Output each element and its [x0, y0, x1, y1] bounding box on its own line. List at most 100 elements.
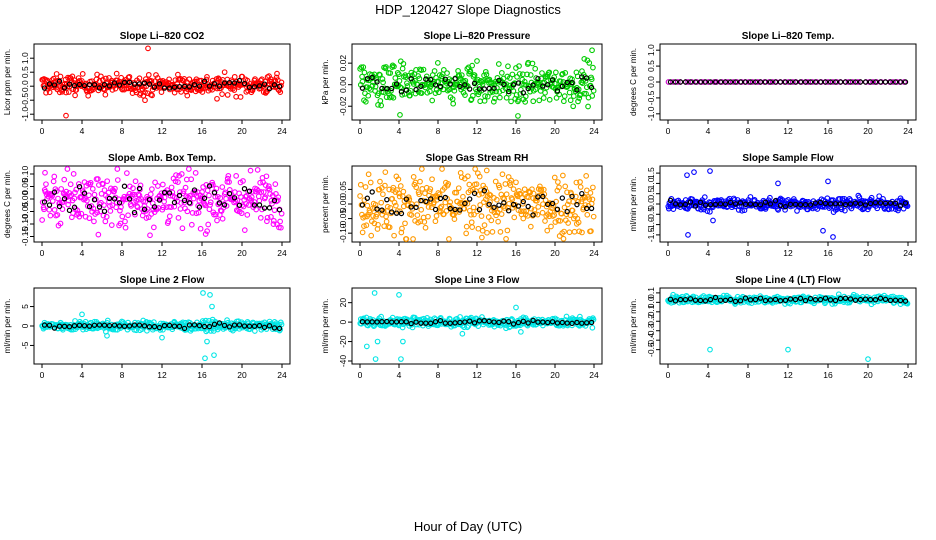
data-point	[498, 211, 505, 218]
data-point	[530, 190, 537, 197]
mean-point	[583, 75, 590, 81]
data-point	[834, 79, 840, 85]
data-point	[434, 60, 441, 66]
mean-point	[857, 201, 864, 207]
data-point	[102, 218, 109, 225]
mean-point	[251, 202, 258, 208]
mean-point	[727, 296, 734, 303]
mean-point	[722, 79, 729, 85]
mean-point	[56, 323, 63, 329]
mean-point	[186, 84, 193, 90]
data-point	[404, 80, 410, 86]
mean-point	[71, 82, 78, 89]
mean-point	[86, 203, 93, 210]
data-point	[149, 92, 155, 99]
mean-point	[261, 324, 268, 331]
mean-point	[146, 196, 153, 203]
data-point	[766, 79, 772, 85]
mean-point	[206, 183, 213, 189]
data-point	[880, 196, 886, 202]
series-points	[39, 290, 285, 362]
mean-point	[236, 202, 243, 208]
x-tick-label: 4	[706, 248, 711, 258]
data-point	[204, 73, 210, 80]
data-point	[782, 206, 788, 213]
mean-point	[81, 82, 88, 89]
mean-point	[882, 200, 889, 207]
data-point	[175, 71, 181, 78]
mean-point	[486, 201, 492, 207]
data-point	[387, 70, 394, 76]
data-point	[560, 98, 567, 105]
data-point	[51, 207, 58, 213]
mean-point	[877, 200, 884, 206]
series-points	[665, 79, 909, 85]
data-point	[113, 70, 120, 77]
data-point	[425, 213, 431, 220]
y-axis-label: degrees C per min.	[629, 48, 638, 116]
data-point	[87, 179, 94, 186]
data-point	[505, 63, 511, 70]
mean-point	[867, 296, 874, 303]
mean-point	[161, 189, 168, 196]
data-point	[397, 183, 404, 189]
data-point	[707, 208, 713, 215]
data-point	[516, 188, 522, 194]
data-point	[444, 70, 450, 76]
data-point	[530, 98, 537, 105]
mean-point	[872, 296, 879, 303]
data-point	[458, 174, 465, 181]
data-point	[477, 98, 484, 105]
x-tick-label: 12	[783, 248, 793, 258]
data-point	[542, 89, 548, 96]
chart-panel-1: Slope Li–820 CO2 Licor ppm per min. 0 4 8 12 1…	[3, 31, 291, 136]
mean-point	[762, 79, 769, 85]
data-point	[54, 212, 61, 218]
data-point	[450, 100, 457, 107]
outlier-point	[479, 234, 485, 241]
data-point	[516, 71, 523, 77]
data-point	[561, 228, 567, 235]
mean-point	[81, 323, 88, 329]
data-point	[437, 205, 444, 211]
mean-point	[379, 85, 385, 92]
mean-point	[559, 195, 566, 201]
data-point	[520, 215, 527, 222]
mean-point	[266, 323, 273, 329]
data-point	[537, 183, 543, 190]
mean-point	[737, 298, 744, 304]
mean-point	[757, 295, 764, 301]
data-point	[160, 204, 167, 211]
mean-point	[712, 294, 719, 301]
data-point	[369, 82, 376, 89]
mean-point	[271, 325, 278, 331]
data-point	[49, 198, 56, 204]
mean-point	[722, 201, 729, 207]
data-point	[555, 179, 561, 185]
mean-point	[782, 79, 789, 85]
mean-point	[569, 193, 575, 200]
x-tick-label: 24	[589, 126, 599, 136]
data-point	[150, 206, 157, 213]
data-point	[413, 67, 419, 73]
mean-point	[413, 204, 419, 211]
mean-point	[707, 79, 714, 85]
mean-point	[121, 79, 128, 86]
y-tick-label: -0.02	[338, 96, 348, 116]
mean-point	[471, 320, 478, 326]
outlier-point	[104, 332, 110, 339]
data-point	[420, 214, 427, 221]
data-point	[511, 214, 518, 221]
data-point	[46, 206, 53, 213]
mean-point	[481, 188, 488, 194]
series-points	[357, 290, 597, 362]
data-point	[275, 194, 282, 201]
data-point	[551, 174, 558, 181]
mean-point	[520, 198, 527, 205]
data-point	[581, 90, 588, 97]
mean-point	[752, 296, 759, 303]
data-point	[373, 77, 380, 83]
mean-point	[408, 76, 414, 82]
outlier-point	[707, 346, 713, 353]
